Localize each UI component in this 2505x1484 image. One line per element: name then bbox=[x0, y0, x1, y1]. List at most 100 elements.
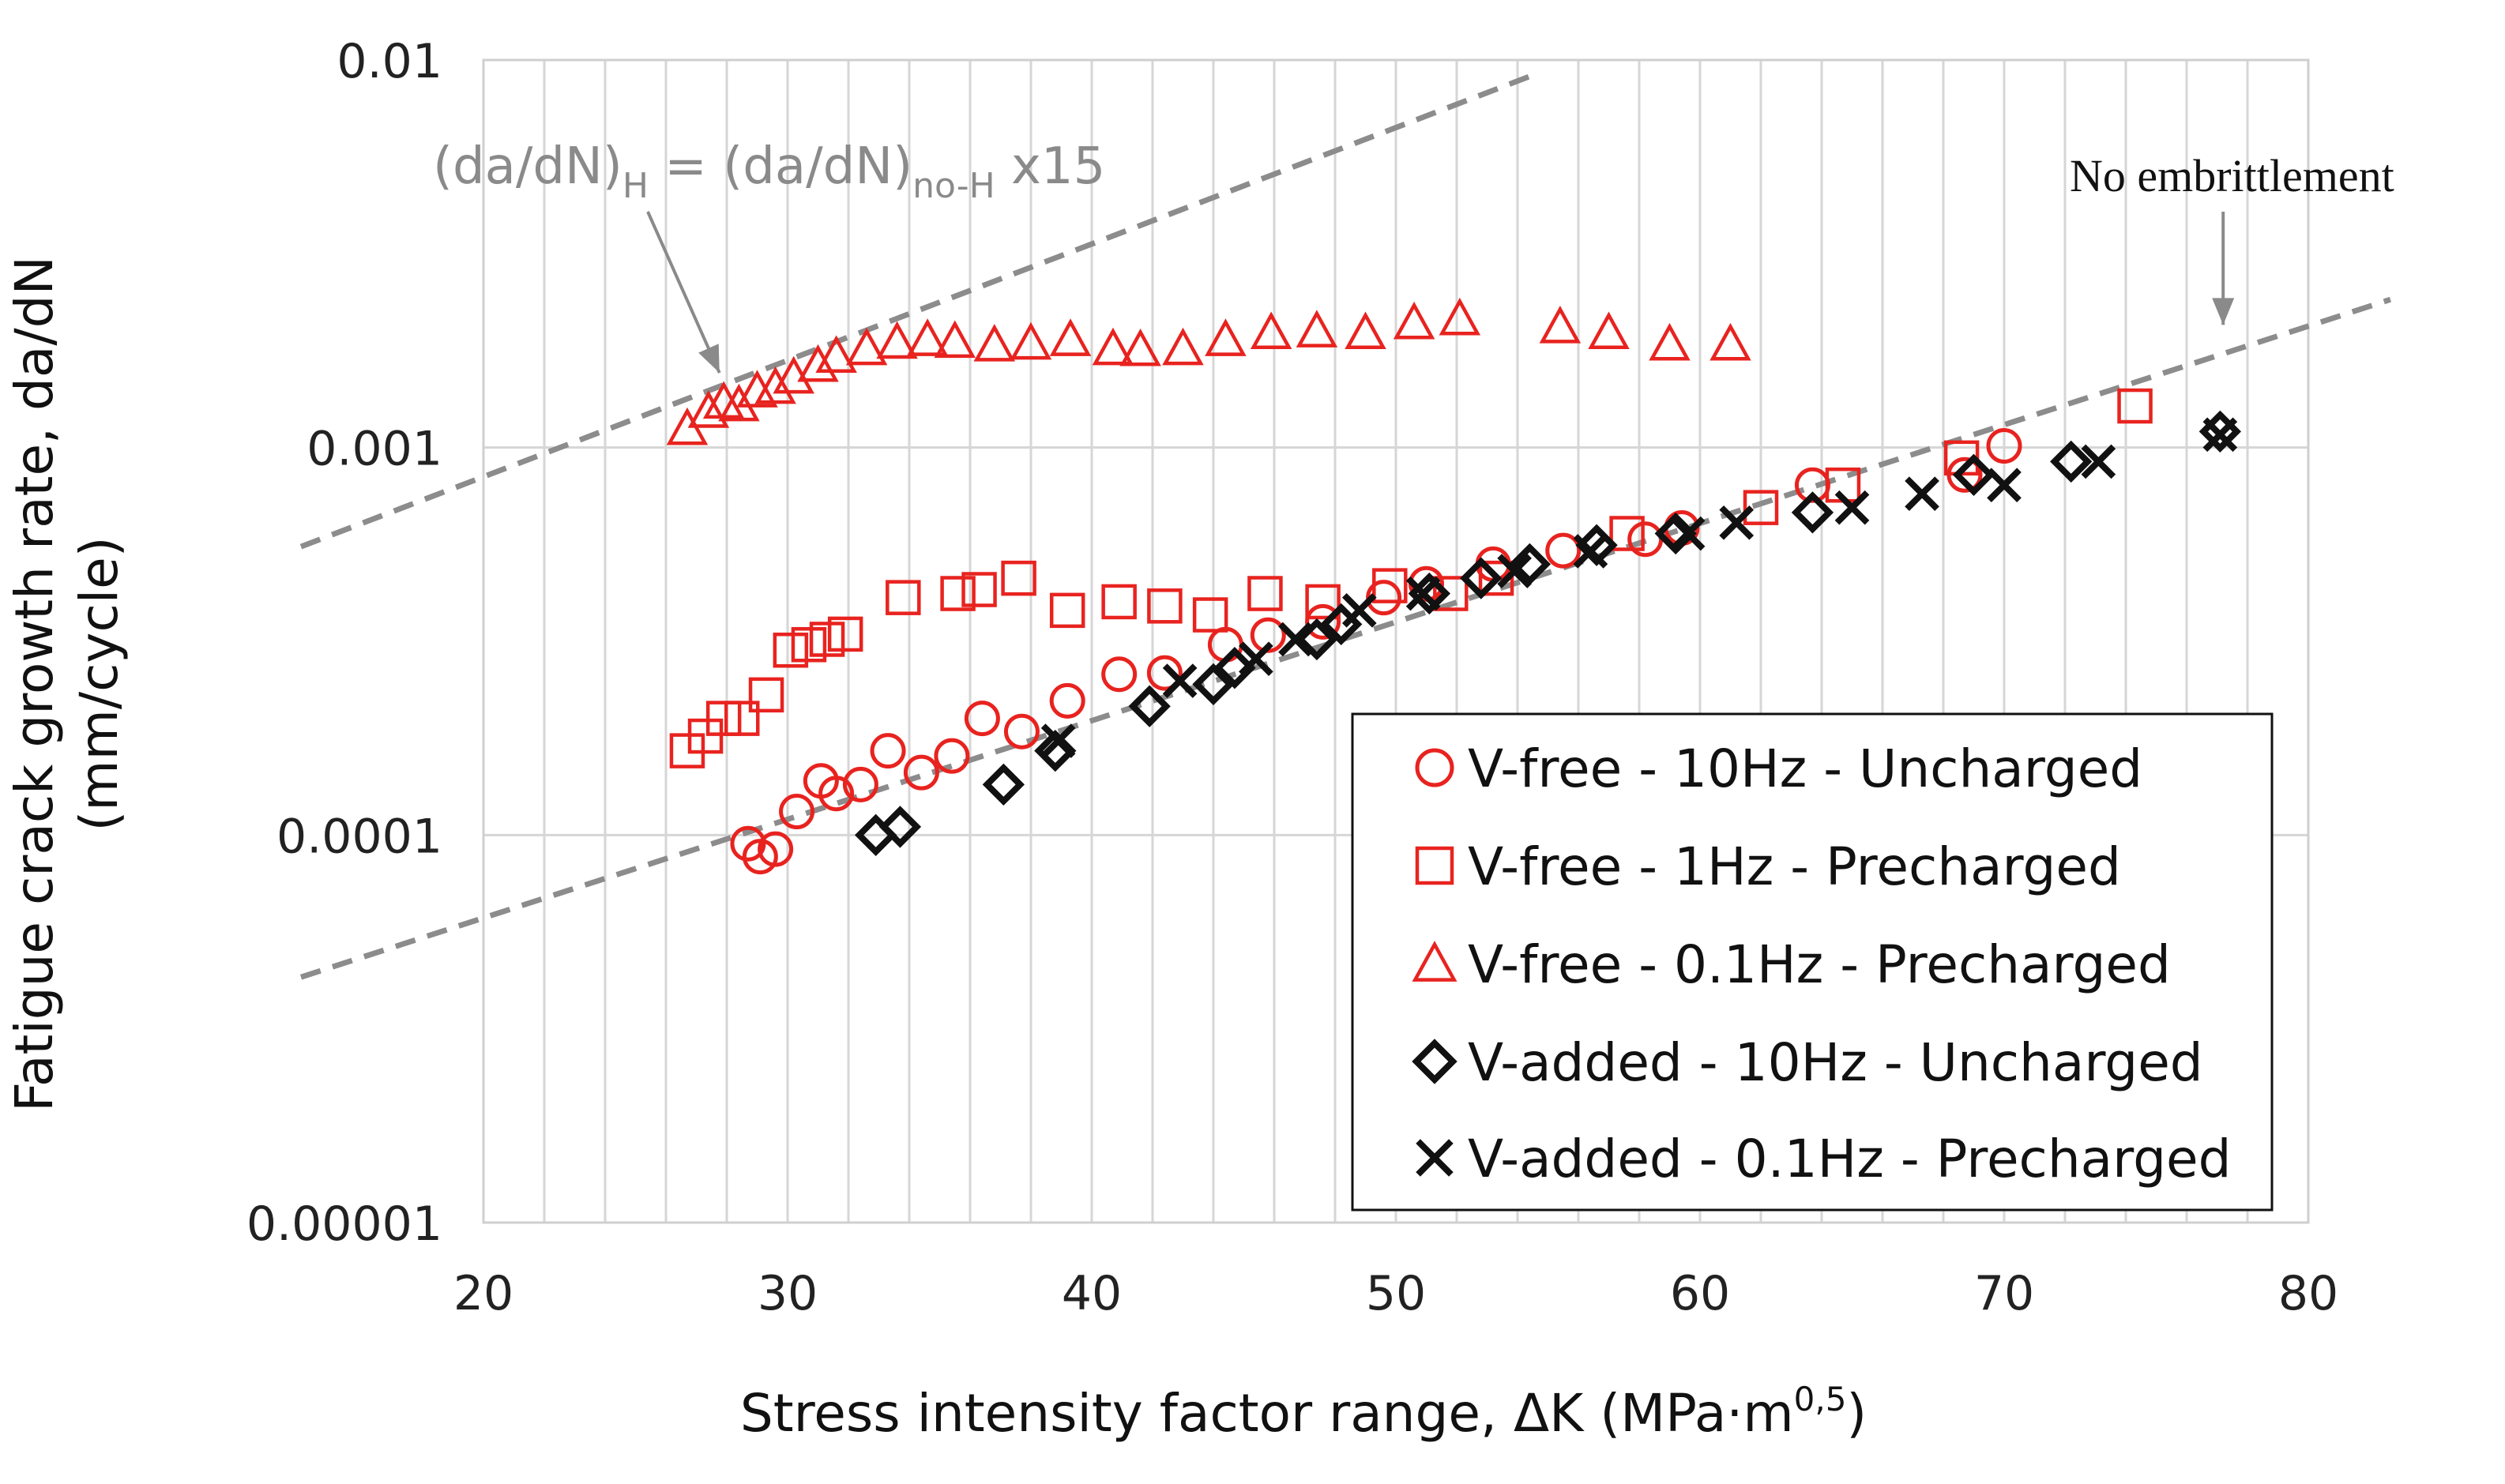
reference-line-15x-embrittlement bbox=[299, 71, 1537, 550]
marker-shape bbox=[982, 763, 1025, 806]
marker-shape bbox=[1412, 1039, 1457, 1084]
marker-shape bbox=[1539, 306, 1582, 344]
data-point bbox=[1649, 322, 1691, 361]
marker-shape bbox=[1743, 490, 1779, 525]
marker-stroke bbox=[1405, 576, 1441, 611]
marker-shape bbox=[1372, 568, 1408, 603]
legend-entry: V-free - 0.1Hz - Precharged bbox=[1412, 934, 2171, 995]
marker-shape bbox=[730, 825, 766, 862]
series-square bbox=[669, 388, 2153, 768]
marker-shape bbox=[1412, 941, 1457, 982]
formula-part-2: H bbox=[622, 166, 649, 206]
legend-label: V-added - 10Hz - Uncharged bbox=[1468, 1032, 2203, 1093]
data-point bbox=[1296, 310, 1338, 348]
marker-shape bbox=[2050, 440, 2093, 483]
y-tick-label: 0.001 bbox=[307, 422, 442, 477]
marker-stroke bbox=[1278, 622, 1313, 657]
marker-shape bbox=[964, 701, 1000, 737]
marker-shape bbox=[687, 390, 730, 428]
x-tick-label: 40 bbox=[1062, 1266, 1122, 1321]
marker-shape bbox=[791, 626, 827, 663]
legend: V-free - 10Hz - Uncharged V-free - 1Hz - … bbox=[1351, 712, 2274, 1212]
data-point bbox=[1010, 321, 1052, 360]
data-point bbox=[705, 701, 742, 736]
marker-shape bbox=[934, 320, 976, 359]
marker-shape bbox=[1296, 310, 1338, 348]
marker-shape bbox=[1205, 318, 1247, 356]
data-point bbox=[758, 831, 794, 867]
marker-shape bbox=[815, 335, 857, 374]
x-tick-label: 80 bbox=[2278, 1266, 2338, 1321]
data-point bbox=[1305, 584, 1341, 620]
legend-entry: V-free - 10Hz - Uncharged bbox=[1415, 738, 2142, 799]
marker-shape bbox=[1433, 576, 1469, 611]
data-point bbox=[2050, 440, 2093, 483]
data-point bbox=[1952, 453, 1995, 496]
marker-stroke bbox=[1162, 663, 1198, 698]
marker-shape bbox=[845, 327, 888, 366]
marker-stroke bbox=[1497, 554, 1532, 588]
data-point bbox=[934, 738, 970, 774]
data-point bbox=[961, 572, 997, 607]
data-point bbox=[797, 344, 839, 382]
legend-marker bbox=[1415, 748, 1454, 787]
marker-stroke bbox=[2081, 444, 2116, 479]
marker-shape bbox=[1439, 297, 1481, 336]
series-cross bbox=[1040, 417, 2238, 758]
data-point bbox=[982, 763, 1025, 806]
data-point bbox=[1791, 491, 1834, 534]
formula-annotation: (da/dN)H = (da/dN)no-H x15 bbox=[433, 137, 1105, 206]
marker-stroke bbox=[1239, 641, 1273, 676]
data-point bbox=[1162, 327, 1204, 366]
marker-stroke bbox=[1670, 516, 1706, 551]
data-point bbox=[1101, 656, 1138, 693]
marker-shape bbox=[1101, 584, 1137, 620]
data-point bbox=[1588, 311, 1630, 350]
data-point bbox=[1250, 311, 1292, 350]
marker-stroke bbox=[2202, 417, 2238, 453]
data-point bbox=[903, 754, 939, 791]
marker-shape bbox=[1791, 491, 1834, 534]
legend-label: V-free - 1Hz - Precharged bbox=[1468, 836, 2121, 897]
marker-shape bbox=[906, 318, 949, 356]
data-point bbox=[718, 383, 760, 422]
marker-shape bbox=[1609, 516, 1645, 551]
legend-marker bbox=[1415, 846, 1454, 885]
marker-shape bbox=[809, 622, 845, 657]
data-point bbox=[1296, 618, 1338, 661]
y-axis-title-line1: Fatigue crack growth rate, da/dN bbox=[4, 256, 65, 1112]
marker-stroke bbox=[1719, 505, 1755, 540]
formula-part-4: no-H bbox=[912, 166, 995, 206]
marker-shape bbox=[758, 831, 794, 867]
data-point bbox=[1049, 592, 1085, 629]
arrow-head bbox=[2212, 298, 2235, 325]
data-point bbox=[1049, 318, 1092, 356]
data-point bbox=[1239, 641, 1273, 676]
data-point bbox=[1101, 584, 1137, 620]
data-point bbox=[754, 366, 796, 404]
marker-shape bbox=[1709, 322, 1751, 361]
data-point bbox=[870, 733, 906, 769]
y-axis-title-line2: (mm/cycle) bbox=[69, 537, 130, 832]
marker-shape bbox=[1305, 584, 1341, 620]
marker-shape bbox=[1393, 301, 1435, 340]
data-point bbox=[845, 327, 888, 366]
series-circle bbox=[730, 428, 2022, 875]
marker-stroke bbox=[1987, 468, 2022, 503]
x-tick-label: 30 bbox=[758, 1266, 818, 1321]
data-point bbox=[906, 318, 949, 356]
series-triangle bbox=[666, 297, 1751, 445]
data-point bbox=[1146, 655, 1183, 691]
marker-shape bbox=[870, 733, 906, 769]
marker-shape bbox=[973, 324, 1016, 362]
data-point bbox=[973, 324, 1016, 362]
data-point bbox=[934, 320, 976, 359]
marker-shape bbox=[1415, 748, 1454, 787]
data-point bbox=[1987, 468, 2022, 503]
marker-shape bbox=[1119, 328, 1161, 366]
marker-shape bbox=[797, 344, 839, 382]
marker-shape bbox=[876, 321, 918, 359]
data-point bbox=[815, 335, 857, 374]
x-tick-label: 70 bbox=[1974, 1266, 2034, 1321]
data-point bbox=[1305, 603, 1341, 640]
